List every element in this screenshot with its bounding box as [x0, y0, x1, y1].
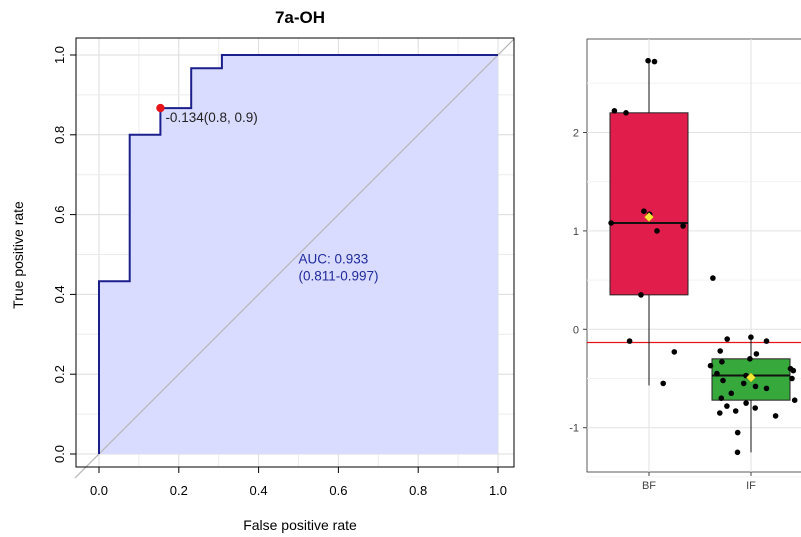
- data-point: [789, 375, 795, 382]
- data-point: [791, 397, 798, 404]
- x-tick-label: 1.0: [489, 483, 507, 498]
- data-point: [680, 223, 686, 229]
- data-point: [671, 349, 678, 355]
- roc-plot-frame: [75, 37, 515, 468]
- data-point: [790, 367, 797, 374]
- y-tick-label: 0.4: [52, 285, 67, 303]
- roc-diagonal-line: [74, 38, 515, 479]
- box-y-tick-label: 0: [573, 324, 579, 336]
- data-point: [763, 385, 770, 392]
- data-point: [707, 362, 714, 369]
- threshold-label: -0.134(0.8, 0.9): [165, 110, 257, 125]
- data-point: [772, 413, 779, 419]
- data-point: [734, 429, 741, 436]
- threshold-point: [156, 103, 165, 113]
- data-point: [608, 220, 614, 226]
- data-point: [740, 380, 747, 387]
- box-y-tick-label: 2: [573, 127, 579, 139]
- auc-label: AUC: 0.933: [299, 252, 369, 267]
- data-point: [710, 275, 716, 281]
- data-point: [626, 338, 633, 344]
- box-x-tick-label: IF: [746, 480, 756, 492]
- y-tick-label: 0.2: [52, 365, 67, 383]
- box-x-tick-label: BF: [642, 480, 656, 492]
- data-point: [611, 108, 618, 114]
- data-point: [718, 395, 725, 402]
- y-tick-label: 0.8: [52, 126, 67, 144]
- y-tick-label: 0.6: [52, 206, 67, 224]
- data-point: [719, 359, 725, 365]
- roc-panel: 7a-OH -0.134(0.8, 0.9) AUC: 0.933 (0.811…: [10, 8, 515, 533]
- data-point: [717, 410, 723, 416]
- x-tick-label: 0.4: [250, 483, 268, 498]
- x-axis-label: False positive rate: [243, 517, 357, 533]
- data-point: [732, 408, 739, 414]
- data-point: [753, 351, 760, 357]
- data-point: [638, 292, 644, 298]
- data-point: [717, 348, 723, 354]
- x-tick-label: 0.8: [409, 483, 427, 498]
- data-point: [623, 110, 629, 116]
- mean-marker: [644, 212, 654, 222]
- data-point: [748, 334, 754, 341]
- data-point: [752, 405, 758, 411]
- box-panel: -1 0 1 2 BF IF: [569, 38, 801, 492]
- box-y-tick-label: -1: [569, 423, 579, 435]
- data-point: [645, 57, 651, 64]
- mean-marker: [746, 372, 756, 383]
- data-point: [728, 390, 735, 397]
- data-point: [651, 58, 658, 65]
- data-point: [743, 400, 749, 406]
- box-marks: [608, 57, 798, 456]
- data-point: [641, 208, 647, 214]
- x-axis-ticks: 0.0 0.2 0.4 0.6 0.8 1.0: [90, 467, 507, 498]
- data-point: [660, 380, 666, 387]
- data-point: [747, 356, 753, 362]
- data-point: [720, 377, 726, 384]
- y-axis-label: True positive rate: [10, 201, 26, 309]
- data-point: [752, 383, 759, 390]
- data-point: [734, 449, 741, 456]
- box-y-ticks: -1 0 1 2: [569, 127, 587, 435]
- box-x-ticks: BF IF: [642, 472, 756, 492]
- data-point: [724, 403, 730, 409]
- data-point: [763, 338, 770, 344]
- auc-ci-label: (0.811-0.997): [299, 269, 379, 284]
- y-tick-label: 0.0: [52, 445, 67, 463]
- chart-title: 7a-OH: [275, 8, 325, 27]
- data-point: [654, 228, 660, 234]
- x-tick-label: 0.0: [90, 483, 108, 498]
- y-tick-label: 1.0: [52, 46, 67, 64]
- data-point: [714, 370, 720, 377]
- x-tick-label: 0.6: [329, 483, 347, 498]
- y-axis-ticks: 0.0 0.2 0.4 0.6 0.8 1.0: [52, 46, 76, 463]
- box-y-tick-label: 1: [573, 226, 579, 238]
- x-tick-label: 0.2: [170, 483, 188, 498]
- box-bf: [609, 112, 689, 296]
- data-point: [724, 336, 730, 342]
